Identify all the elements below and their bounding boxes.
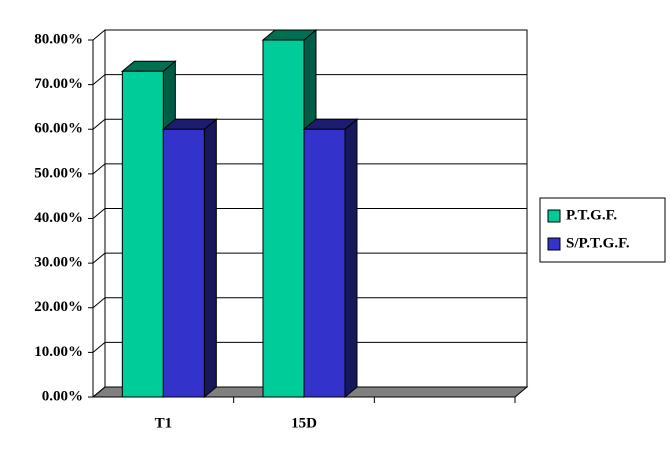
grid-line <box>92 118 106 130</box>
grid-line <box>92 386 106 398</box>
bar-face <box>303 128 346 398</box>
grid-line <box>92 74 106 86</box>
bar-face <box>162 128 205 398</box>
y-tick-label: 70.00% <box>34 76 83 92</box>
legend-label: P.T.G.F. <box>566 207 617 223</box>
y-tick-label: 50.00% <box>34 165 83 181</box>
bar-face <box>203 118 217 399</box>
grid-line <box>92 29 106 41</box>
legend-box <box>539 197 666 263</box>
bar <box>302 118 359 399</box>
grid-line <box>92 208 106 219</box>
y-tick-label: 30.00% <box>34 255 83 271</box>
y-tick-label: 80.00% <box>34 31 83 47</box>
grid-line <box>92 163 106 175</box>
bar-face <box>344 118 358 399</box>
y-tick-label: 10.00% <box>34 344 83 360</box>
x-tick-label: 15D <box>291 415 317 431</box>
y-tick-label: 20.00% <box>34 299 83 315</box>
y-tick-label: 60.00% <box>34 121 83 137</box>
grid-line <box>92 341 106 353</box>
legend-swatch <box>547 237 561 251</box>
bar <box>161 118 218 399</box>
legend-label: S/P.T.G.F. <box>566 235 630 251</box>
y-tick-label: 40.00% <box>34 210 83 226</box>
grid-line <box>92 297 106 309</box>
bar-face <box>121 70 164 398</box>
legend-swatch <box>547 209 561 223</box>
bar-face <box>262 39 305 398</box>
x-tick-label: T1 <box>155 415 173 431</box>
grid-line <box>92 252 106 264</box>
y-tick-label: 0.00% <box>42 388 83 404</box>
